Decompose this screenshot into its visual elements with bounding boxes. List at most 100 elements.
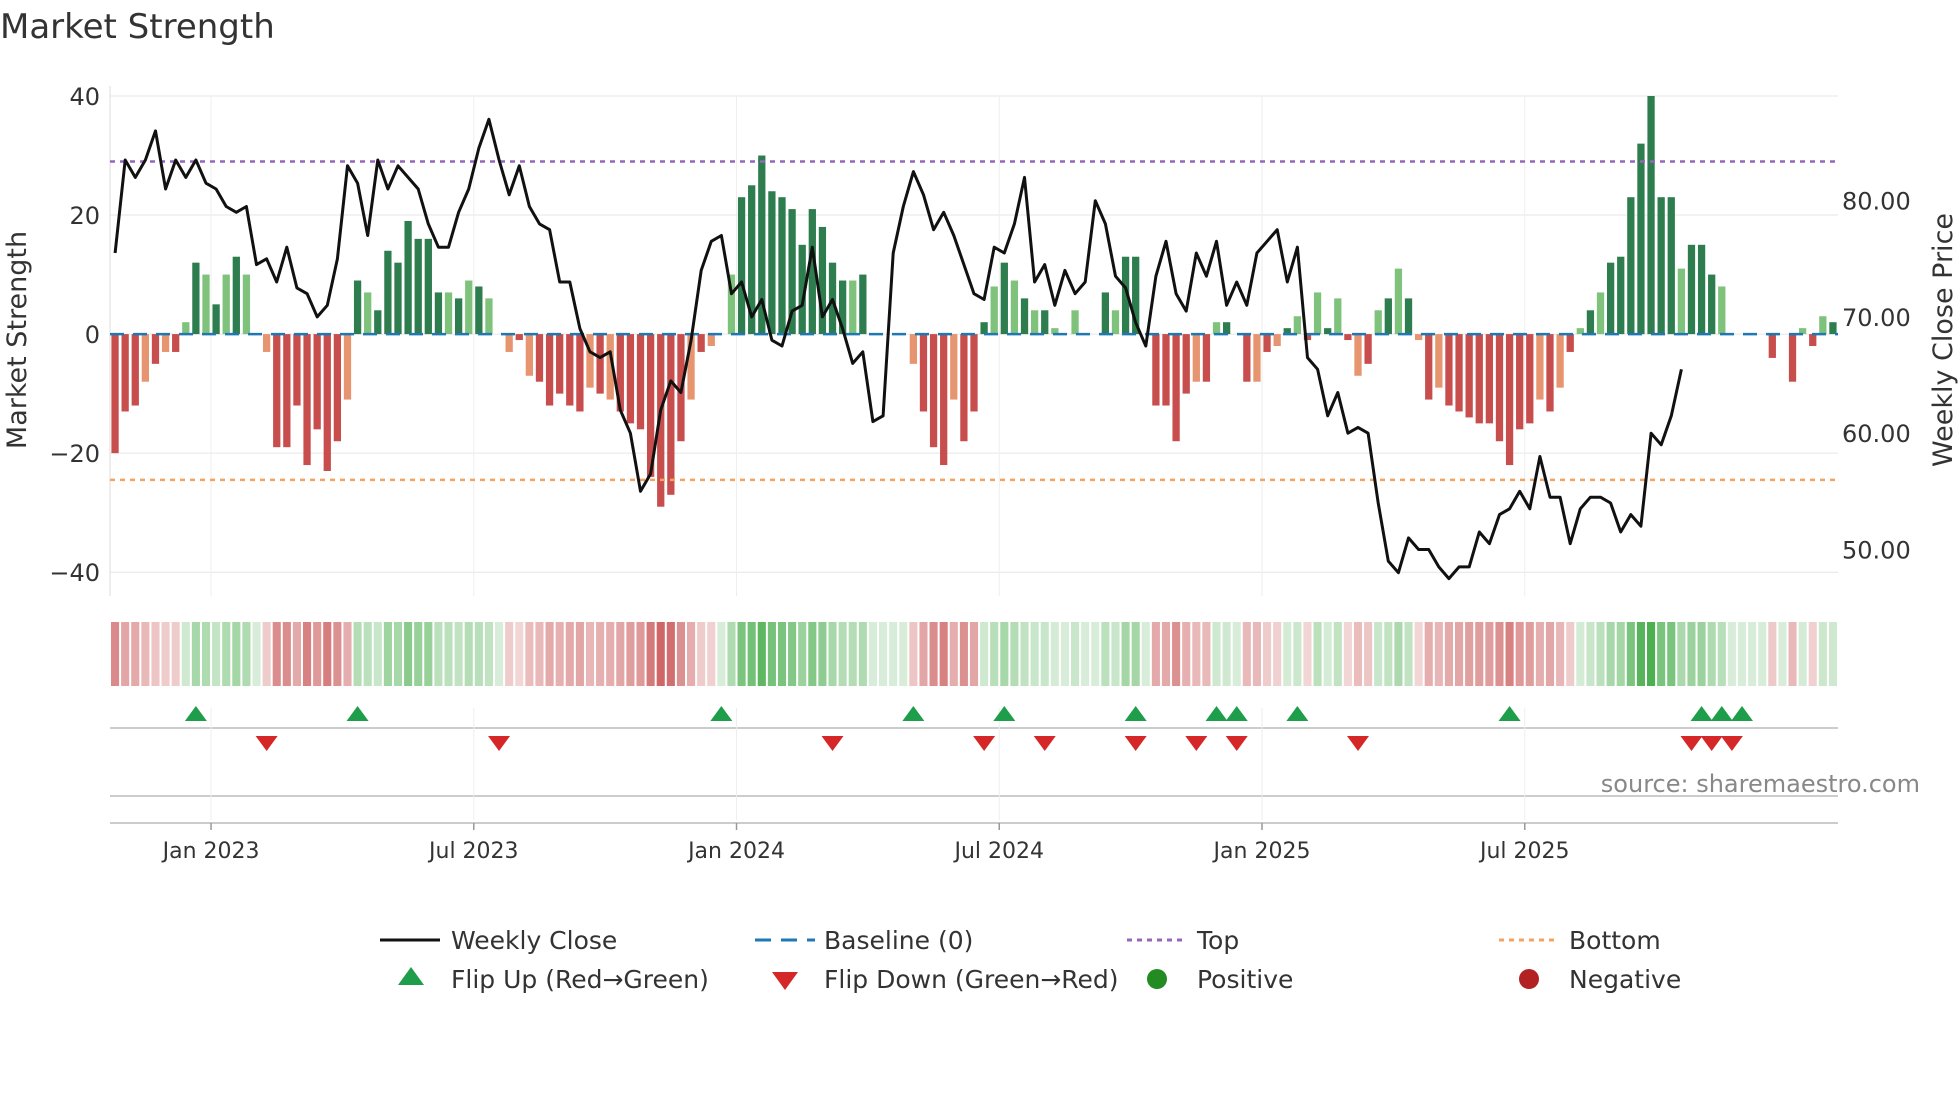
strength-bar (768, 191, 776, 335)
strength-bar (556, 334, 564, 394)
heat-cell (1657, 622, 1666, 686)
heat-cell (111, 622, 120, 686)
strength-bar (333, 334, 342, 442)
heat-cell (1343, 622, 1352, 686)
strength-bar (1798, 328, 1807, 335)
strength-bar (919, 334, 928, 412)
heat-cell (1172, 622, 1181, 686)
weekly-close-line (113, 117, 1683, 581)
x-tick-label: Jan 2024 (686, 839, 785, 864)
heat-cell (232, 622, 241, 686)
heat-cell (1303, 622, 1312, 686)
strength-bar (808, 209, 816, 335)
strength-bar (1819, 316, 1827, 335)
heat-cell (272, 622, 281, 686)
heat-cell (777, 622, 787, 686)
heat-cell (575, 622, 584, 686)
heat-cell (656, 622, 665, 686)
strength-bar (1768, 334, 1776, 358)
legend-flip-down-label: Flip Down (Green→Red) (824, 965, 1119, 994)
strength-bar (303, 334, 311, 466)
heat-cell (1475, 622, 1484, 686)
heat-cell (727, 622, 736, 686)
heat-cell (404, 622, 413, 686)
left-tick-label: −40 (49, 559, 100, 587)
strength-bar (1435, 334, 1443, 388)
strength-bar (1667, 197, 1675, 335)
strength-bar (1596, 292, 1605, 335)
strength-bar (1606, 262, 1615, 335)
heat-cell (1485, 622, 1494, 686)
strength-bar (1425, 334, 1433, 400)
strength-bar (111, 334, 119, 454)
heat-cell (1182, 622, 1191, 686)
strength-bar (576, 334, 584, 412)
flip-up-marker (1690, 706, 1713, 721)
heat-cell (636, 622, 645, 686)
heat-cell (1263, 622, 1272, 686)
heat-cell (717, 622, 726, 686)
chart-title: Market Strength (0, 7, 275, 47)
flip-up-marker (1225, 706, 1248, 721)
heat-cell (1616, 622, 1625, 686)
legend-negative-icon (1519, 969, 1539, 989)
strength-bar (1172, 334, 1180, 442)
weekly-close-series (113, 117, 1683, 581)
strength-bar (657, 334, 665, 507)
flip-down-marker (1124, 736, 1147, 751)
heat-cell (292, 622, 301, 686)
legend-flip-down-icon (772, 972, 798, 990)
strength-bar (141, 334, 150, 382)
right-axis-label: Weekly Close Price (1928, 213, 1959, 467)
strength-bar (485, 298, 493, 335)
strength-bar (1152, 334, 1160, 406)
flip-up-marker (1205, 706, 1228, 721)
strength-bar (444, 292, 453, 335)
strength-bar (343, 334, 352, 400)
flip-down-marker (1033, 736, 1056, 751)
strength-bar (1293, 316, 1302, 335)
heat-cell (1071, 622, 1080, 686)
heat-cell (1323, 622, 1332, 686)
heat-cell (1414, 622, 1423, 686)
heat-cell (1091, 622, 1100, 686)
heat-cell (1252, 622, 1261, 686)
heat-cell (343, 622, 352, 686)
strength-bar (1020, 298, 1029, 335)
heat-cell (313, 622, 322, 686)
strength-bar (1677, 268, 1686, 335)
heat-cell (626, 622, 635, 686)
heat-cell (1505, 622, 1514, 686)
strength-bar (1283, 328, 1291, 335)
strength-bar (545, 334, 554, 406)
heat-cell (444, 622, 453, 686)
heat-cell (303, 622, 312, 686)
heat-cell (353, 622, 362, 686)
strength-bar (374, 310, 382, 335)
heat-cell (1434, 622, 1443, 686)
left-tick-label: −20 (49, 440, 100, 468)
strength-bar (697, 334, 705, 352)
heat-cell (929, 622, 938, 686)
heat-cell (1394, 622, 1403, 686)
heat-cell (646, 622, 655, 686)
right-tick-label: 80.00 (1842, 188, 1911, 216)
flip-down-marker (1680, 736, 1703, 751)
heat-cell (333, 622, 342, 686)
heat-cell (323, 622, 332, 686)
heat-cell (808, 622, 817, 686)
left-tick-label: 0 (85, 321, 100, 349)
flip-down-marker (488, 736, 511, 751)
heat-cell (899, 622, 908, 686)
x-tick-label: Jul 2024 (952, 839, 1044, 864)
strength-bar (1303, 334, 1312, 341)
heat-cell (939, 622, 948, 686)
heat-cell (151, 622, 160, 686)
heat-cell (1596, 622, 1605, 686)
strength-bar (980, 322, 988, 335)
heat-cell (838, 622, 847, 686)
flip-up-marker (993, 706, 1016, 721)
heat-cell (1161, 622, 1171, 686)
heat-cell (676, 622, 685, 686)
heat-cell (848, 622, 857, 686)
